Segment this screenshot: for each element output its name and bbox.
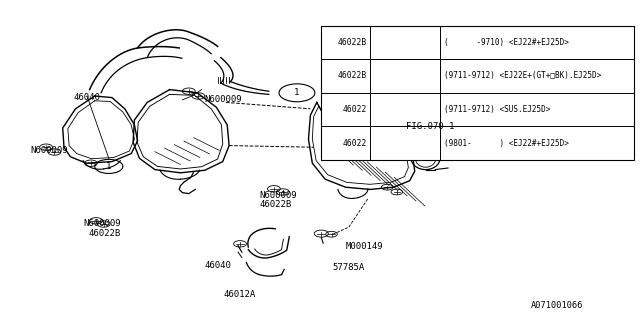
- Text: 1: 1: [106, 162, 111, 171]
- Text: N600009: N600009: [83, 220, 121, 228]
- Text: 46022: 46022: [343, 105, 367, 114]
- Text: 46022B: 46022B: [88, 229, 120, 238]
- Text: N600009: N600009: [205, 95, 243, 104]
- Text: (9711-9712) <SUS.EJ25D>: (9711-9712) <SUS.EJ25D>: [444, 105, 550, 114]
- Text: (9711-9712) <EJ22E+(GT+□BK).EJ25D>: (9711-9712) <EJ22E+(GT+□BK).EJ25D>: [444, 71, 601, 81]
- Text: 46022B: 46022B: [338, 38, 367, 47]
- Text: N600009: N600009: [31, 146, 68, 155]
- Text: 46022: 46022: [343, 139, 367, 148]
- Text: (      -9710) <EJ22#+EJ25D>: ( -9710) <EJ22#+EJ25D>: [444, 38, 569, 47]
- Text: 46022B: 46022B: [259, 200, 291, 209]
- Text: 46022B: 46022B: [338, 71, 367, 81]
- Text: FIG.070-1: FIG.070-1: [406, 122, 455, 131]
- Text: 57785A: 57785A: [333, 263, 365, 272]
- Bar: [321, 26, 634, 160]
- Text: 46012A: 46012A: [224, 290, 256, 299]
- Text: 1: 1: [294, 88, 300, 97]
- Text: N600009: N600009: [259, 191, 297, 200]
- Text: M000149: M000149: [346, 242, 383, 251]
- Text: A071001066: A071001066: [531, 301, 583, 310]
- Text: (9801-      ) <EJ22#+EJ25D>: (9801- ) <EJ22#+EJ25D>: [444, 139, 569, 148]
- Text: 46040: 46040: [205, 261, 232, 270]
- Text: 46040: 46040: [74, 93, 100, 102]
